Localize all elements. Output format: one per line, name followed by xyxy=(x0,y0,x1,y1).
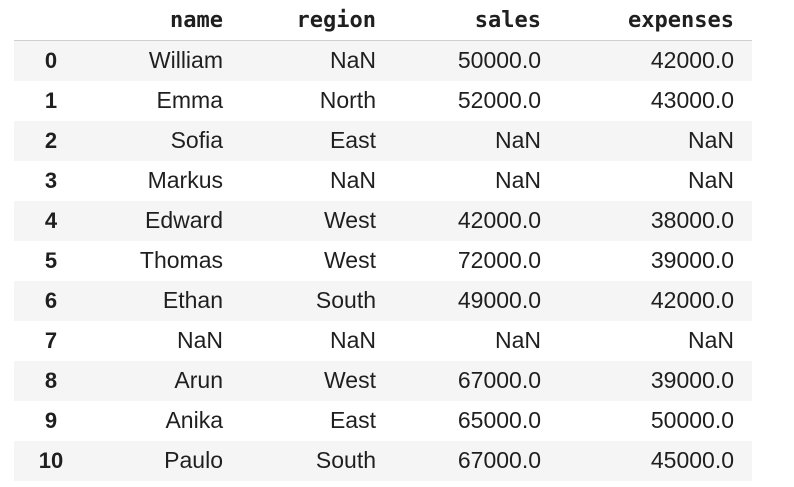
row-index: 6 xyxy=(44,287,58,313)
cell-name: Emma xyxy=(156,87,223,113)
table-row: 3 Markus NaN NaN NaN xyxy=(14,160,752,201)
table-row: 8 Arun West 67000.0 39000.0 xyxy=(14,360,752,401)
cell-sales: 67000.0 xyxy=(457,367,541,393)
row-index: 0 xyxy=(44,47,58,73)
cell-name: Edward xyxy=(145,207,223,233)
cell-region: South xyxy=(315,447,376,473)
row-index: 3 xyxy=(44,167,58,193)
dataframe-output: name region sales expenses 0 William NaN 50… xyxy=(14,0,752,481)
cell-expenses: NaN xyxy=(687,127,734,153)
cell-expenses: 42000.0 xyxy=(650,287,734,313)
dataframe-table: name region sales expenses 0 William NaN 50… xyxy=(14,0,752,481)
cell-expenses: 45000.0 xyxy=(650,447,734,473)
cell-sales: 50000.0 xyxy=(457,47,541,74)
table-row: 4 Edward West 42000.0 38000.0 xyxy=(14,200,752,241)
cell-expenses: 42000.0 xyxy=(650,47,734,74)
cell-region: West xyxy=(324,247,376,273)
row-index: 5 xyxy=(44,247,58,273)
cell-region: West xyxy=(324,207,376,233)
cell-name: Paulo xyxy=(164,447,223,473)
cell-expenses: NaN xyxy=(687,167,734,193)
cell-region: East xyxy=(329,127,376,153)
cell-name: William xyxy=(148,47,223,74)
row-index: 8 xyxy=(44,367,58,393)
cell-region: South xyxy=(315,287,376,313)
row-index: 10 xyxy=(38,447,64,473)
cell-name: Sofia xyxy=(170,127,223,153)
row-index: 2 xyxy=(44,127,58,153)
table-body: 0 William NaN 50000.0 42000.0 1 Emma North 52000… xyxy=(14,40,752,481)
cell-sales: 67000.0 xyxy=(457,447,541,473)
cell-region: North xyxy=(319,87,376,113)
table-row: 9 Anika East 65000.0 50000.0 xyxy=(14,400,752,441)
index-header xyxy=(14,0,84,41)
header-row: name region sales expenses xyxy=(14,0,752,41)
table-row: 10 Paulo South 67000.0 45000.0 xyxy=(14,440,752,481)
table-row: 6 Ethan South 49000.0 42000.0 xyxy=(14,280,752,321)
cell-name: Markus xyxy=(147,167,223,193)
table-row: 2 Sofia East NaN NaN xyxy=(14,120,752,161)
row-index: 4 xyxy=(44,207,58,233)
column-header-name: name xyxy=(84,0,241,41)
table-row: 1 Emma North 52000.0 43000.0 xyxy=(14,80,752,121)
cell-expenses: NaN xyxy=(687,327,734,353)
cell-sales: 42000.0 xyxy=(457,207,541,233)
cell-sales: NaN xyxy=(494,327,541,353)
cell-expenses: 39000.0 xyxy=(650,247,734,273)
row-index: 7 xyxy=(44,327,58,353)
cell-region: NaN xyxy=(329,327,376,353)
cell-expenses: 38000.0 xyxy=(650,207,734,233)
cell-sales: 65000.0 xyxy=(457,407,541,433)
cell-name: Ethan xyxy=(162,287,223,313)
cell-name: Anika xyxy=(165,407,223,433)
column-header-expenses: expenses xyxy=(559,0,752,41)
row-index: 9 xyxy=(44,407,58,433)
cell-name: NaN xyxy=(176,327,223,353)
row-index: 1 xyxy=(44,87,58,113)
cell-region: NaN xyxy=(329,167,376,193)
cell-name: Thomas xyxy=(139,247,223,273)
cell-region: East xyxy=(329,407,376,433)
cell-sales: 49000.0 xyxy=(457,287,541,313)
cell-sales: 72000.0 xyxy=(457,247,541,273)
cell-sales: NaN xyxy=(494,127,541,153)
table-row: 7 NaN NaN NaN NaN xyxy=(14,320,752,361)
cell-expenses: 43000.0 xyxy=(650,87,734,113)
cell-expenses: 50000.0 xyxy=(650,407,734,433)
cell-sales: 52000.0 xyxy=(457,87,541,113)
cell-region: NaN xyxy=(329,47,376,74)
cell-sales: NaN xyxy=(494,167,541,193)
column-header-region: region xyxy=(241,0,394,41)
cell-region: West xyxy=(324,367,376,393)
cell-expenses: 39000.0 xyxy=(650,367,734,393)
cell-name: Arun xyxy=(174,367,223,393)
column-header-sales: sales xyxy=(394,0,559,41)
table-row: 5 Thomas West 72000.0 39000.0 xyxy=(14,240,752,281)
table-row: 0 William NaN 50000.0 42000.0 xyxy=(14,40,752,81)
table-header: name region sales expenses xyxy=(14,0,752,41)
